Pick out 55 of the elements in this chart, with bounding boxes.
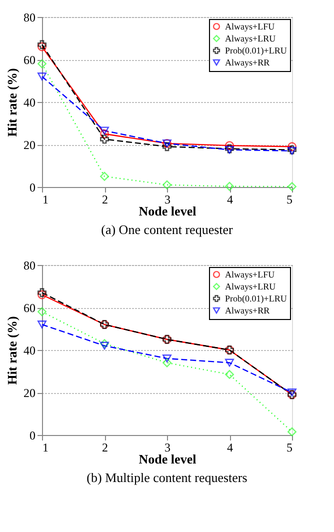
y-tick-label: 80 — [24, 258, 36, 272]
point — [38, 307, 46, 316]
point — [288, 142, 296, 152]
legend-label: Prob(0.01)+LRU — [225, 46, 288, 56]
x-tick-label: 3 — [164, 192, 170, 206]
point — [225, 370, 234, 379]
point — [225, 141, 234, 150]
x-tick-label: 2 — [102, 440, 108, 454]
x-tick-label: 4 — [227, 440, 233, 454]
point — [100, 342, 109, 350]
legend-label: Always+RR — [225, 58, 270, 68]
y-tick-label: 20 — [24, 138, 36, 152]
point — [225, 182, 234, 191]
x-tick-label: 5 — [286, 440, 292, 454]
y-tick-label: 40 — [24, 96, 36, 110]
legend-label: Always+RR — [225, 306, 270, 316]
point — [38, 320, 46, 328]
x-tick-label: 3 — [164, 440, 170, 454]
point — [100, 126, 109, 135]
y-tick-label: 60 — [24, 301, 36, 315]
y-tick-label: 20 — [24, 386, 36, 400]
point — [38, 59, 46, 68]
point — [288, 427, 296, 436]
legend-label: Always+LFU — [225, 22, 276, 32]
x-axis-title: Node level — [138, 452, 197, 466]
text: (a) One content requester — [101, 222, 234, 237]
x-axis-title: Node level — [138, 204, 197, 218]
y-tick-label: 0 — [30, 428, 36, 442]
x-tick-label: 2 — [102, 192, 108, 206]
point — [100, 172, 109, 181]
x-tick-label: 1 — [42, 192, 48, 206]
y-axis-title: Hit rate (%) — [4, 316, 20, 385]
point — [100, 134, 109, 144]
point — [225, 358, 234, 367]
x-tick-label: 1 — [42, 440, 48, 454]
point — [288, 388, 296, 396]
y-axis-title: Hit rate (%) — [4, 68, 20, 137]
legend-label: Always+LFU — [225, 270, 276, 280]
point — [162, 180, 172, 190]
point — [162, 358, 172, 368]
legend-label: Always+LRU — [225, 34, 276, 44]
y-tick-label: 60 — [24, 53, 36, 67]
y-tick-label: 80 — [24, 10, 36, 24]
x-tick-label: 4 — [227, 192, 233, 206]
point — [100, 129, 109, 138]
x-tick-label: 5 — [286, 192, 292, 206]
point — [100, 339, 109, 348]
y-tick-label: 40 — [24, 344, 36, 358]
point — [38, 72, 46, 80]
legend-label: Always+LRU — [225, 282, 276, 292]
point — [162, 142, 172, 152]
text: (b) Multiple content requesters — [86, 470, 248, 485]
legend-label: Prob(0.01)+LRU — [225, 294, 288, 304]
point — [162, 354, 172, 362]
y-tick-label: 0 — [30, 180, 36, 194]
